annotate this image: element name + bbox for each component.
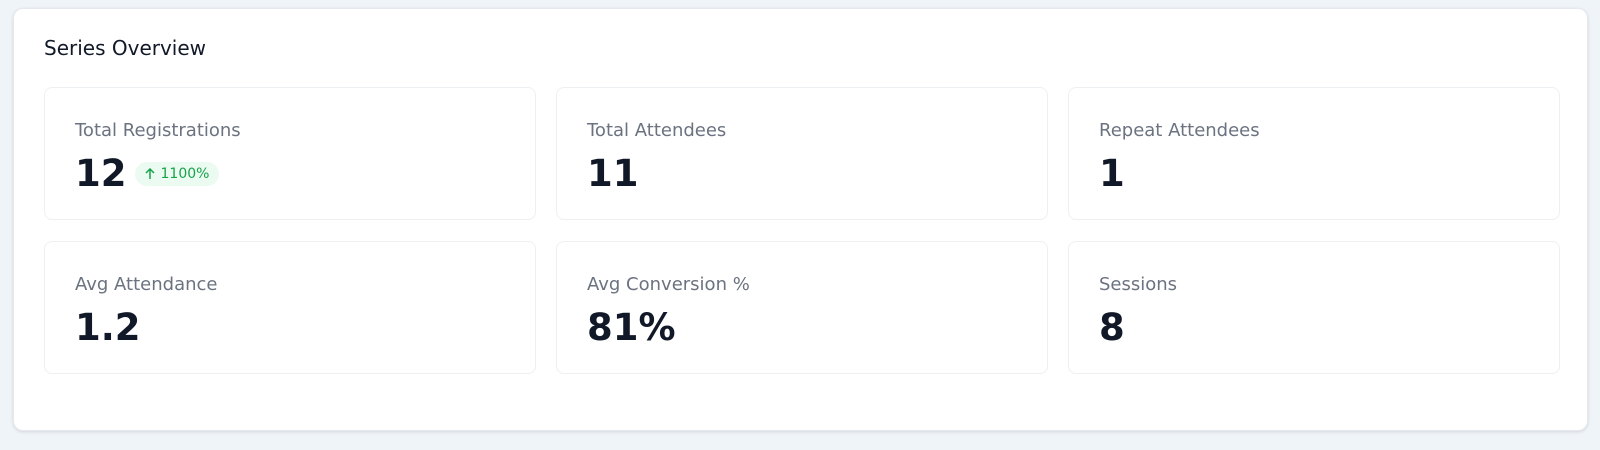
- up-arrow-icon: [144, 168, 155, 179]
- stat-row: 11: [587, 152, 1017, 196]
- stat-value: 1: [1099, 152, 1125, 195]
- stat-row: 12 1100%: [75, 152, 505, 196]
- panel-title: Series Overview: [44, 36, 207, 60]
- stat-label: Sessions: [1099, 274, 1178, 295]
- stat-row: 81%: [587, 306, 1017, 350]
- change-badge: 1100%: [134, 162, 220, 186]
- stat-label: Avg Conversion %: [587, 274, 750, 295]
- stat-row: 8: [1099, 306, 1529, 350]
- stat-label: Avg Attendance: [75, 274, 218, 295]
- stat-label: Total Registrations: [75, 120, 241, 141]
- stat-card: Total Registrations 12 1100%: [44, 87, 536, 220]
- stat-value: 11: [587, 152, 639, 195]
- stat-card: Avg Attendance 1.2: [44, 241, 536, 374]
- stat-value: 1.2: [75, 306, 141, 349]
- stat-card: Avg Conversion % 81%: [556, 241, 1048, 374]
- stat-card: Repeat Attendees 1: [1068, 87, 1560, 220]
- stat-value: 8: [1099, 306, 1125, 349]
- stat-label: Repeat Attendees: [1099, 120, 1260, 141]
- stat-row: 1.2: [75, 306, 505, 350]
- stat-card: Sessions 8: [1068, 241, 1560, 374]
- stat-value: 81%: [587, 306, 676, 349]
- overview-panel: Series Overview Total Registrations 12 110…: [13, 8, 1588, 431]
- stat-card: Total Attendees 11: [556, 87, 1048, 220]
- stat-row: 1: [1099, 152, 1529, 196]
- stat-value: 12: [75, 152, 127, 195]
- stat-label: Total Attendees: [587, 120, 727, 141]
- badge-text: 1100%: [160, 166, 210, 182]
- stats-grid: Total Registrations 12 1100% Total Attendee…: [44, 87, 1560, 374]
